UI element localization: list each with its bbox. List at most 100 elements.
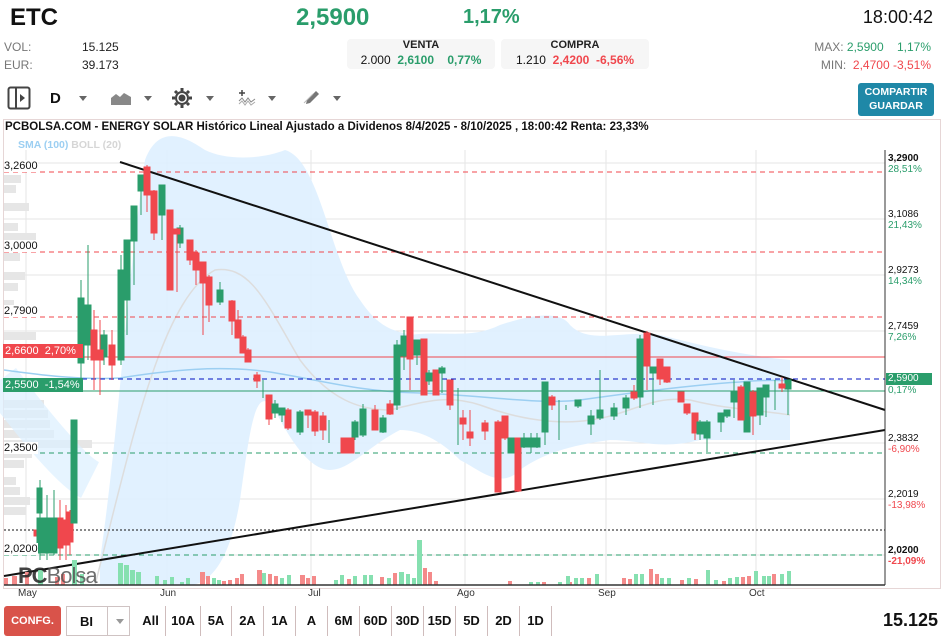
range-10a[interactable]: 10A	[166, 606, 201, 636]
support-tag: 2,5500 -1,54%	[3, 378, 83, 392]
share-label: COMPARTIR	[864, 86, 928, 98]
last-price-axis-tag: 2,5900 0,17%	[886, 373, 932, 397]
range-2a[interactable]: 2A	[232, 606, 264, 636]
min-price: 2,4700	[852, 58, 890, 72]
indicator-legend: SMA (100) BOLL (20)	[18, 139, 121, 151]
range-1a[interactable]: 1A	[264, 606, 296, 636]
axis-pct: 28,51%	[888, 164, 922, 175]
min-row: MIN: 2,4700 -3,51%	[821, 58, 931, 72]
range-30d[interactable]: 30D	[392, 606, 424, 636]
ticker-symbol: ETC	[10, 4, 58, 31]
last-price: 2,5900	[296, 4, 370, 31]
share-save-button[interactable]: COMPARTIR GUARDAR	[858, 83, 934, 116]
resistance-tag: 2,6600 2,70%	[3, 344, 83, 358]
chevron-down-icon	[206, 95, 214, 101]
axis-price: 2,7459	[888, 321, 919, 332]
right-axis-tick: 2,0200 -21,09%	[888, 545, 925, 567]
range-2d[interactable]: 2D	[488, 606, 520, 636]
range-60d[interactable]: 60D	[360, 606, 392, 636]
panel-toggle-button[interactable]	[7, 86, 31, 110]
legend-boll[interactable]: BOLL (20)	[71, 139, 122, 151]
right-axis-tick: 3,2900 28,51%	[888, 153, 922, 175]
range-1d[interactable]: 1D	[520, 606, 552, 636]
volume-total: 15.125	[882, 610, 938, 630]
range-a[interactable]: A	[296, 606, 328, 636]
mountain-chart-icon	[111, 93, 131, 105]
pencil-icon	[303, 91, 319, 104]
axis-price: 2,3832	[888, 433, 919, 444]
compra-label: COMPRA	[550, 39, 600, 51]
eur-label: EUR:	[4, 58, 33, 72]
min-pct: -3,51%	[892, 58, 931, 72]
watermark-pc: PC	[18, 563, 48, 588]
range-15d[interactable]: 15D	[424, 606, 456, 636]
chevron-down-icon	[144, 95, 152, 101]
period-dropdown[interactable]: D	[50, 86, 94, 110]
axis-pct: 7,26%	[888, 332, 917, 343]
max-price: 2,5900	[846, 40, 884, 54]
axis-pct: -13,98%	[888, 500, 926, 511]
axis-pct: -6,90%	[888, 444, 920, 455]
max-pct: 1,17%	[896, 40, 931, 54]
venta-pct: 0,77%	[447, 53, 482, 67]
chevron-down-icon	[116, 619, 124, 624]
range-6m[interactable]: 6M	[328, 606, 360, 636]
settings-dropdown[interactable]	[171, 86, 215, 110]
drawing-dropdown[interactable]	[303, 86, 343, 110]
max-row: MAX: 2,5900 1,17%	[814, 40, 931, 54]
eur-value: 39.173	[82, 58, 119, 72]
watermark-logo: PCBolsa	[18, 563, 98, 589]
select-divider	[107, 607, 108, 635]
venta-box: VENTA 2.000 2,6100 0,77%	[347, 39, 495, 69]
range-all[interactable]: All	[136, 606, 166, 636]
axis-price: 2,2019	[888, 489, 919, 500]
level-label-3-26: 3,2600	[4, 160, 38, 172]
scale-value: BI	[80, 614, 93, 629]
x-label-oct: Oct	[749, 588, 765, 599]
max-label: MAX:	[814, 40, 844, 54]
chart-type-dropdown[interactable]	[111, 86, 153, 110]
compra-price: 2,4200	[552, 53, 590, 67]
x-label-may: May	[18, 588, 37, 599]
period-label: D	[50, 89, 61, 107]
volume-value: 15.125	[82, 40, 119, 54]
chart-title: PCBOLSA.COM - ENERGY SOLAR Histórico Lin…	[5, 121, 649, 133]
range-5a[interactable]: 5A	[201, 606, 232, 636]
venta-qty: 2.000	[360, 53, 391, 67]
level-label-3-00: 3,0000	[4, 240, 38, 252]
axis-pct: 21,43%	[888, 220, 922, 231]
compra-pct: -6,56%	[596, 53, 635, 67]
axis-pct: -21,09%	[888, 556, 926, 567]
axis-price: 2,9273	[888, 265, 919, 276]
right-axis-tick: 2,2019 -13,98%	[888, 489, 925, 511]
level-label-2-02: 2,0200	[4, 543, 38, 555]
chevron-down-icon	[78, 95, 87, 101]
x-label-ago: Ago	[457, 588, 475, 599]
config-button[interactable]: CONFG.	[4, 606, 61, 636]
level-label-2-35: 2,3500	[4, 442, 38, 454]
chevron-down-icon	[333, 95, 341, 101]
volume-label: VOL:	[4, 40, 32, 54]
scale-select[interactable]: BI	[66, 606, 130, 636]
legend-sma[interactable]: SMA (100)	[18, 139, 69, 151]
quote-time: 18:00:42	[862, 7, 933, 27]
axis-price: 3,1086	[888, 209, 919, 220]
axis-pct: 14,34%	[888, 276, 922, 287]
sidebar-toggle-icon	[7, 86, 31, 110]
right-axis-tick: 2,9273 14,34%	[888, 265, 922, 287]
x-label-jun: Jun	[160, 588, 177, 599]
watermark-bolsa: Bolsa	[46, 563, 98, 588]
chevron-down-icon	[268, 95, 276, 101]
venta-label: VENTA	[402, 39, 440, 51]
compra-qty: 1.210	[515, 53, 546, 67]
indicator-add-icon	[238, 90, 256, 106]
range-5d[interactable]: 5D	[456, 606, 488, 636]
axis-price: 2,0200	[888, 545, 919, 556]
axis-pct: 0,17%	[888, 385, 917, 396]
x-label-jul: Jul	[308, 588, 321, 599]
axis-price: 2,5900	[886, 373, 932, 385]
indicators-dropdown[interactable]	[238, 86, 278, 110]
compra-box: COMPRA 1.210 2,4200 -6,56%	[501, 39, 649, 69]
